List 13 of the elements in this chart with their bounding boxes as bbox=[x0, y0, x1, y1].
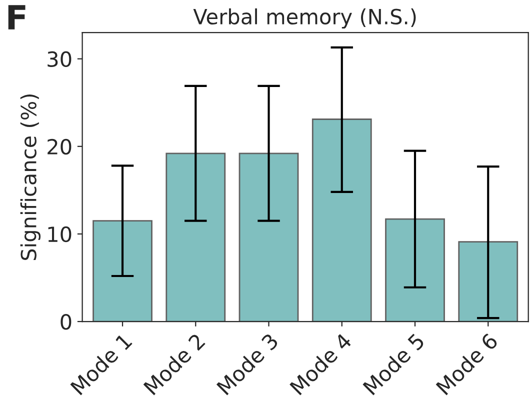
bar bbox=[92, 220, 152, 322]
y-tick-label: 30 bbox=[48, 51, 72, 68]
bar bbox=[238, 152, 299, 322]
bar bbox=[312, 118, 372, 322]
chart-title: Verbal memory (N.S.) bbox=[193, 8, 416, 29]
bar bbox=[166, 152, 226, 322]
y-tick-label: 10 bbox=[48, 226, 72, 242]
bar bbox=[385, 218, 445, 322]
bar bbox=[458, 241, 518, 322]
y-axis-title: Significance (%) bbox=[20, 94, 41, 260]
y-tick-label: 0 bbox=[60, 314, 72, 330]
y-tick-label: 20 bbox=[48, 138, 72, 155]
text: F bbox=[8, 5, 26, 30]
